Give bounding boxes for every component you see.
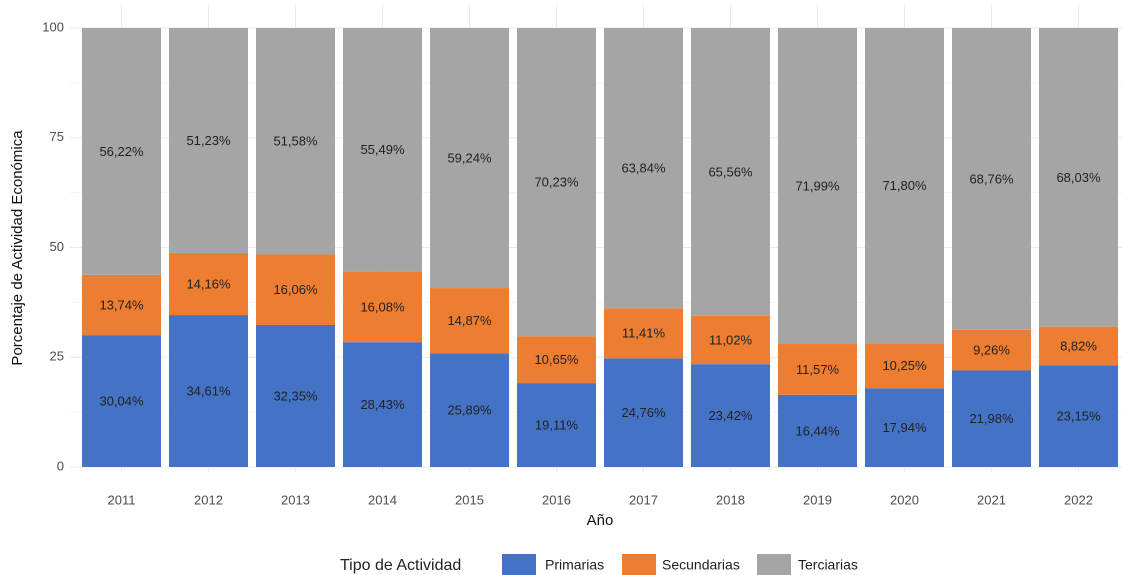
value-label: 71,80%: [882, 178, 927, 193]
bar-segment: [1039, 326, 1118, 366]
bar-segment: [604, 358, 683, 467]
value-label: 28,43%: [360, 397, 405, 412]
bar-segment: [517, 336, 596, 384]
value-label: 16,44%: [795, 423, 840, 438]
bar-segment: [430, 28, 509, 289]
bar-segment: [82, 335, 161, 467]
value-label: 21,98%: [969, 411, 1014, 426]
value-label: 23,42%: [708, 408, 753, 423]
legend-swatch: [757, 554, 791, 575]
value-label: 55,49%: [360, 142, 405, 157]
value-label: 11,02%: [709, 332, 753, 347]
y-tick-label: 100: [42, 19, 64, 34]
value-label: 65,56%: [708, 164, 753, 179]
bar-segment: [169, 28, 248, 253]
bar-segment: [1039, 365, 1118, 467]
legend-swatch: [622, 554, 656, 575]
bar-segment: [169, 252, 248, 316]
bar-segment: [865, 388, 944, 467]
x-tick-label: 2022: [1064, 492, 1093, 507]
y-axis-title: Porcentaje de Actividad Económica: [9, 130, 26, 366]
bar-segment: [430, 353, 509, 467]
x-tick-label: 2012: [194, 492, 223, 507]
x-tick-label: 2021: [977, 492, 1006, 507]
bar-segment: [343, 28, 422, 272]
x-tick-label: 2016: [542, 492, 571, 507]
value-label: 11,41%: [622, 326, 666, 341]
legend-swatch: [502, 554, 536, 575]
bar-segment: [430, 288, 509, 354]
value-label: 68,76%: [969, 171, 1014, 186]
value-label: 16,08%: [360, 299, 405, 314]
bar-segment: [604, 308, 683, 359]
legend-title: Tipo de Actividad: [340, 557, 461, 574]
bar-segment: [343, 342, 422, 467]
x-tick-label: 2014: [368, 492, 397, 507]
x-tick-label: 2015: [455, 492, 484, 507]
value-label: 14,87%: [447, 313, 492, 328]
bar-segment: [604, 27, 683, 309]
x-tick-label: 2018: [716, 492, 745, 507]
value-label: 14,16%: [186, 276, 231, 291]
bar-segment: [82, 274, 161, 336]
bar-segment: [865, 343, 944, 389]
value-label: 10,25%: [882, 358, 927, 373]
x-tick-label: 2019: [803, 492, 832, 507]
value-label: 30,04%: [99, 393, 144, 408]
value-label: 71,99%: [795, 178, 840, 193]
legend-label: Terciarias: [798, 557, 858, 573]
bar-segment: [778, 394, 857, 467]
bar-segment: [952, 329, 1031, 371]
bar-segment: [691, 28, 770, 316]
bar-segment: [778, 28, 857, 345]
bar-segment: [778, 344, 857, 395]
value-label: 10,65%: [534, 352, 579, 367]
bar-segment: [169, 315, 248, 467]
y-tick-label: 75: [50, 129, 64, 144]
legend-label: Primarias: [545, 557, 604, 573]
bar-segment: [952, 28, 1031, 330]
bar-segment: [256, 324, 335, 467]
bar-segment: [952, 370, 1031, 467]
bar-segment: [82, 28, 161, 275]
legend-label: Secundarias: [662, 557, 740, 573]
value-label: 56,22%: [99, 144, 144, 159]
x-tick-label: 2017: [629, 492, 658, 507]
value-label: 17,94%: [882, 420, 927, 435]
y-tick-label: 0: [57, 458, 64, 473]
bar-segment: [256, 254, 335, 325]
bar-segment: [1039, 28, 1118, 327]
value-label: 51,23%: [186, 133, 231, 148]
value-label: 9,26%: [973, 343, 1010, 358]
bar-segment: [343, 271, 422, 343]
value-label: 24,76%: [621, 405, 666, 420]
bar-segment: [865, 28, 944, 344]
y-tick-label: 25: [50, 349, 64, 364]
y-tick-label: 50: [50, 239, 64, 254]
value-label: 8,82%: [1060, 338, 1097, 353]
value-label: 70,23%: [534, 175, 579, 190]
value-label: 13,74%: [99, 297, 144, 312]
bar-segment: [691, 315, 770, 365]
bar-segment: [517, 383, 596, 467]
value-label: 68,03%: [1056, 170, 1101, 185]
bar-segment: [256, 28, 335, 255]
value-label: 25,89%: [447, 403, 492, 418]
x-axis-title: Año: [587, 512, 614, 529]
value-label: 34,61%: [186, 383, 231, 398]
x-tick-label: 2013: [281, 492, 310, 507]
x-tick-label: 2011: [108, 492, 136, 507]
value-label: 59,24%: [447, 150, 492, 165]
value-label: 63,84%: [621, 161, 666, 176]
value-label: 32,35%: [273, 388, 318, 403]
value-label: 51,58%: [273, 134, 318, 149]
value-label: 11,57%: [796, 362, 840, 377]
bar-segment: [517, 28, 596, 337]
x-tick-label: 2020: [890, 492, 919, 507]
value-label: 23,15%: [1056, 409, 1101, 424]
value-label: 16,06%: [273, 282, 318, 297]
bar-segment: [691, 364, 770, 467]
value-label: 19,11%: [535, 417, 579, 432]
